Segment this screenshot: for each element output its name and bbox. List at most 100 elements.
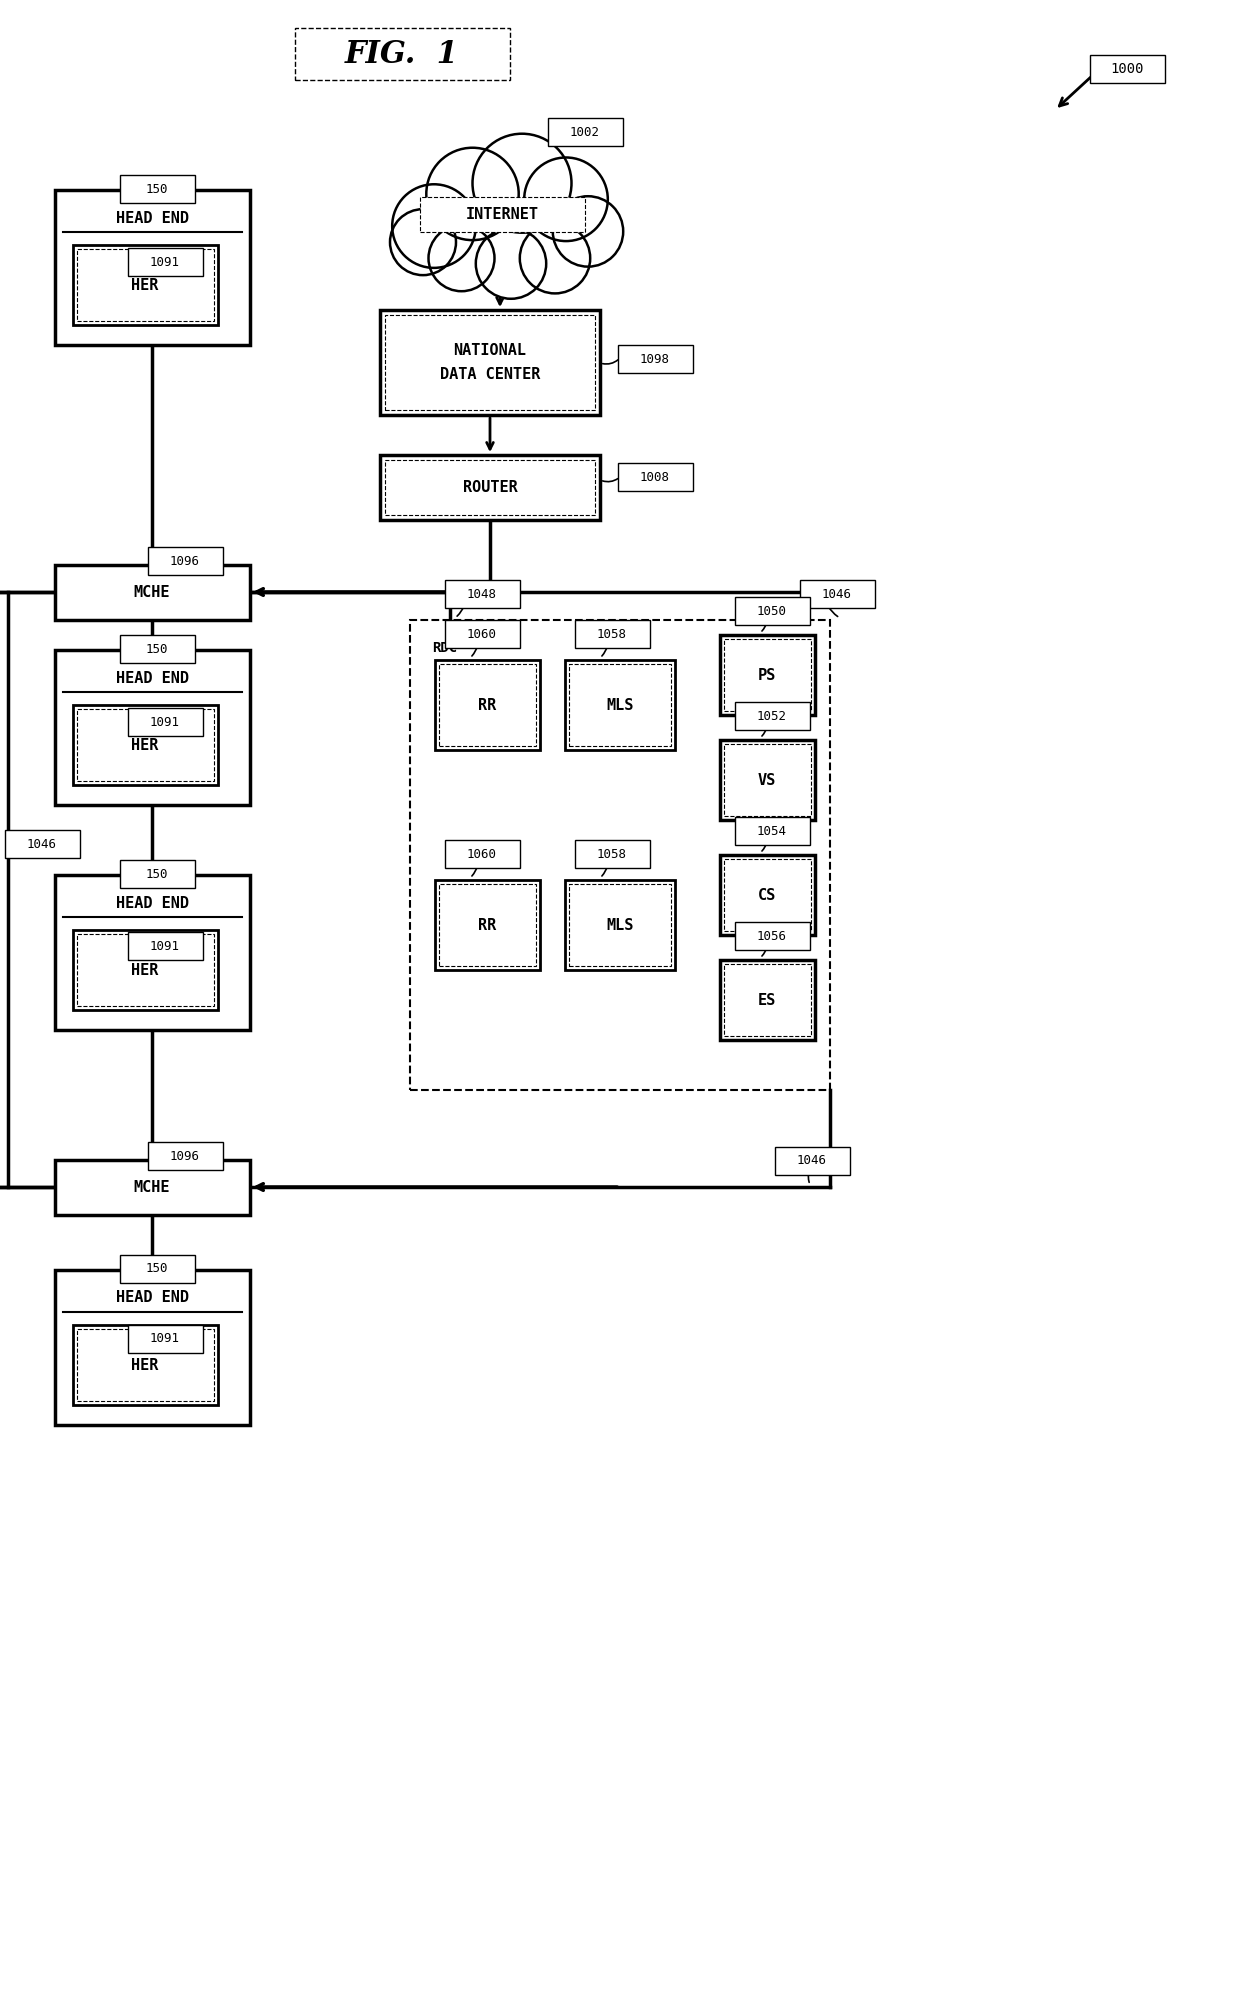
Text: ES: ES	[758, 992, 776, 1008]
FancyBboxPatch shape	[720, 635, 815, 715]
FancyBboxPatch shape	[128, 1325, 203, 1353]
FancyBboxPatch shape	[55, 876, 250, 1030]
Text: MLS: MLS	[606, 918, 634, 932]
FancyBboxPatch shape	[445, 619, 520, 647]
Text: HER: HER	[131, 1357, 159, 1373]
Text: MCHE: MCHE	[134, 1180, 170, 1194]
FancyBboxPatch shape	[439, 884, 536, 966]
Text: 1096: 1096	[170, 555, 200, 567]
FancyBboxPatch shape	[569, 884, 671, 966]
Text: 1091: 1091	[150, 255, 180, 269]
Circle shape	[472, 134, 572, 232]
FancyBboxPatch shape	[565, 659, 675, 749]
Text: NATIONAL: NATIONAL	[454, 343, 527, 357]
Text: 150: 150	[146, 643, 169, 655]
Text: 1000: 1000	[1110, 62, 1143, 76]
FancyBboxPatch shape	[775, 1146, 849, 1174]
Text: 1096: 1096	[170, 1150, 200, 1162]
Circle shape	[391, 208, 456, 275]
FancyBboxPatch shape	[735, 818, 810, 846]
FancyBboxPatch shape	[724, 860, 811, 932]
FancyBboxPatch shape	[77, 709, 215, 782]
FancyBboxPatch shape	[77, 934, 215, 1006]
FancyBboxPatch shape	[5, 830, 81, 858]
Circle shape	[392, 184, 476, 269]
FancyBboxPatch shape	[148, 1142, 223, 1170]
Text: 150: 150	[146, 868, 169, 880]
Text: 1058: 1058	[596, 627, 627, 641]
Text: MLS: MLS	[606, 697, 634, 713]
Text: RR: RR	[477, 697, 496, 713]
Text: CS: CS	[758, 888, 776, 902]
FancyBboxPatch shape	[73, 244, 218, 325]
FancyBboxPatch shape	[420, 196, 585, 232]
Text: RDC: RDC	[433, 641, 458, 655]
FancyBboxPatch shape	[73, 705, 218, 786]
Text: 1050: 1050	[756, 605, 787, 617]
FancyBboxPatch shape	[379, 455, 600, 519]
Text: HER: HER	[131, 277, 159, 293]
FancyBboxPatch shape	[720, 960, 815, 1040]
Circle shape	[429, 224, 495, 291]
Text: ROUTER: ROUTER	[463, 479, 517, 495]
Text: VS: VS	[758, 772, 776, 788]
FancyBboxPatch shape	[569, 663, 671, 745]
FancyBboxPatch shape	[618, 345, 693, 373]
FancyBboxPatch shape	[618, 463, 693, 491]
FancyBboxPatch shape	[720, 739, 815, 820]
FancyBboxPatch shape	[77, 1329, 215, 1401]
FancyBboxPatch shape	[565, 880, 675, 970]
Text: 1008: 1008	[640, 471, 670, 483]
FancyBboxPatch shape	[435, 659, 539, 749]
Text: 1091: 1091	[150, 1333, 180, 1345]
FancyBboxPatch shape	[735, 597, 810, 625]
FancyBboxPatch shape	[379, 311, 600, 415]
FancyBboxPatch shape	[55, 1271, 250, 1425]
FancyBboxPatch shape	[445, 840, 520, 868]
FancyBboxPatch shape	[55, 649, 250, 806]
FancyBboxPatch shape	[120, 860, 195, 888]
Circle shape	[427, 148, 518, 240]
Text: 150: 150	[146, 182, 169, 196]
FancyBboxPatch shape	[55, 1160, 250, 1214]
FancyBboxPatch shape	[445, 579, 520, 607]
FancyBboxPatch shape	[55, 190, 250, 345]
Text: HER: HER	[131, 737, 159, 752]
FancyBboxPatch shape	[128, 248, 203, 277]
Text: PS: PS	[758, 667, 776, 683]
FancyBboxPatch shape	[1090, 54, 1166, 82]
Text: 1046: 1046	[27, 838, 57, 850]
Circle shape	[476, 228, 546, 299]
Text: 1098: 1098	[640, 353, 670, 365]
Circle shape	[520, 222, 590, 293]
FancyBboxPatch shape	[439, 663, 536, 745]
FancyBboxPatch shape	[575, 619, 650, 647]
Text: HEAD END: HEAD END	[115, 210, 188, 226]
Text: FIG.  1: FIG. 1	[345, 38, 459, 70]
FancyBboxPatch shape	[384, 315, 595, 411]
FancyBboxPatch shape	[724, 964, 811, 1036]
FancyBboxPatch shape	[435, 880, 539, 970]
FancyBboxPatch shape	[724, 639, 811, 711]
FancyBboxPatch shape	[148, 547, 223, 575]
Text: HEAD END: HEAD END	[115, 1291, 188, 1305]
Text: 1091: 1091	[150, 715, 180, 729]
FancyBboxPatch shape	[77, 248, 215, 321]
Text: 1054: 1054	[756, 824, 787, 838]
FancyBboxPatch shape	[73, 1325, 218, 1405]
Text: 1060: 1060	[467, 627, 497, 641]
FancyBboxPatch shape	[575, 840, 650, 868]
Text: 150: 150	[146, 1263, 169, 1275]
Text: 1056: 1056	[756, 930, 787, 942]
FancyBboxPatch shape	[120, 635, 195, 663]
FancyBboxPatch shape	[410, 619, 830, 1090]
Text: 1002: 1002	[570, 126, 600, 138]
FancyBboxPatch shape	[735, 922, 810, 950]
Text: 1060: 1060	[467, 848, 497, 860]
Text: HER: HER	[131, 962, 159, 978]
FancyBboxPatch shape	[724, 743, 811, 816]
Text: HEAD END: HEAD END	[115, 671, 188, 685]
FancyBboxPatch shape	[120, 174, 195, 202]
FancyBboxPatch shape	[128, 932, 203, 960]
Text: 1046: 1046	[797, 1154, 827, 1168]
